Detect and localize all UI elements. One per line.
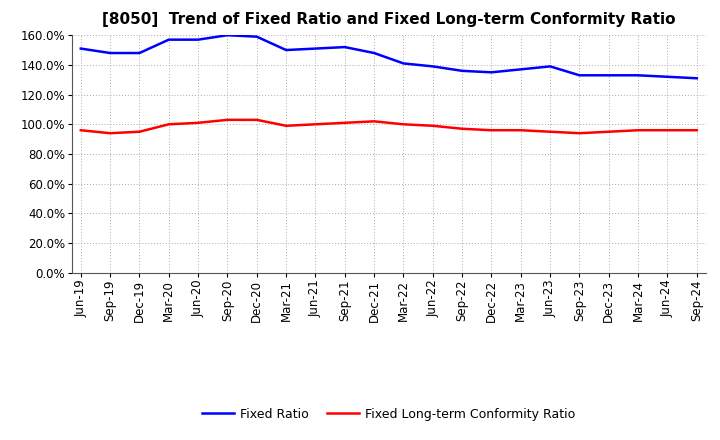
Legend: Fixed Ratio, Fixed Long-term Conformity Ratio: Fixed Ratio, Fixed Long-term Conformity … [197,403,580,425]
Fixed Ratio [516,67,525,72]
Line: Fixed Ratio: Fixed Ratio [81,35,697,78]
Line: Fixed Long-term Conformity Ratio: Fixed Long-term Conformity Ratio [81,120,697,133]
Fixed Ratio [370,50,379,55]
Fixed Ratio [135,50,144,55]
Fixed Long-term Conformity Ratio [399,121,408,127]
Fixed Ratio [311,46,320,51]
Fixed Long-term Conformity Ratio [135,129,144,134]
Fixed Long-term Conformity Ratio [575,131,584,136]
Fixed Long-term Conformity Ratio [223,117,232,122]
Fixed Long-term Conformity Ratio [164,121,173,127]
Fixed Ratio [282,48,290,53]
Fixed Ratio [458,68,467,73]
Fixed Ratio [194,37,202,42]
Fixed Long-term Conformity Ratio [516,128,525,133]
Fixed Long-term Conformity Ratio [546,129,554,134]
Fixed Long-term Conformity Ratio [605,129,613,134]
Fixed Long-term Conformity Ratio [311,121,320,127]
Fixed Ratio [605,73,613,78]
Fixed Long-term Conformity Ratio [428,123,437,128]
Fixed Long-term Conformity Ratio [634,128,642,133]
Fixed Ratio [575,73,584,78]
Title: [8050]  Trend of Fixed Ratio and Fixed Long-term Conformity Ratio: [8050] Trend of Fixed Ratio and Fixed Lo… [102,12,675,27]
Fixed Ratio [253,34,261,39]
Fixed Ratio [399,61,408,66]
Fixed Ratio [663,74,672,79]
Fixed Ratio [546,64,554,69]
Fixed Long-term Conformity Ratio [253,117,261,122]
Fixed Ratio [634,73,642,78]
Fixed Long-term Conformity Ratio [458,126,467,132]
Fixed Long-term Conformity Ratio [194,120,202,125]
Fixed Ratio [341,44,349,50]
Fixed Long-term Conformity Ratio [487,128,496,133]
Fixed Long-term Conformity Ratio [663,128,672,133]
Fixed Ratio [76,46,85,51]
Fixed Ratio [223,33,232,38]
Fixed Ratio [693,76,701,81]
Fixed Long-term Conformity Ratio [282,123,290,128]
Fixed Ratio [428,64,437,69]
Fixed Long-term Conformity Ratio [76,128,85,133]
Fixed Long-term Conformity Ratio [693,128,701,133]
Fixed Ratio [164,37,173,42]
Fixed Long-term Conformity Ratio [106,131,114,136]
Fixed Long-term Conformity Ratio [370,119,379,124]
Fixed Ratio [487,70,496,75]
Fixed Ratio [106,50,114,55]
Fixed Long-term Conformity Ratio [341,120,349,125]
